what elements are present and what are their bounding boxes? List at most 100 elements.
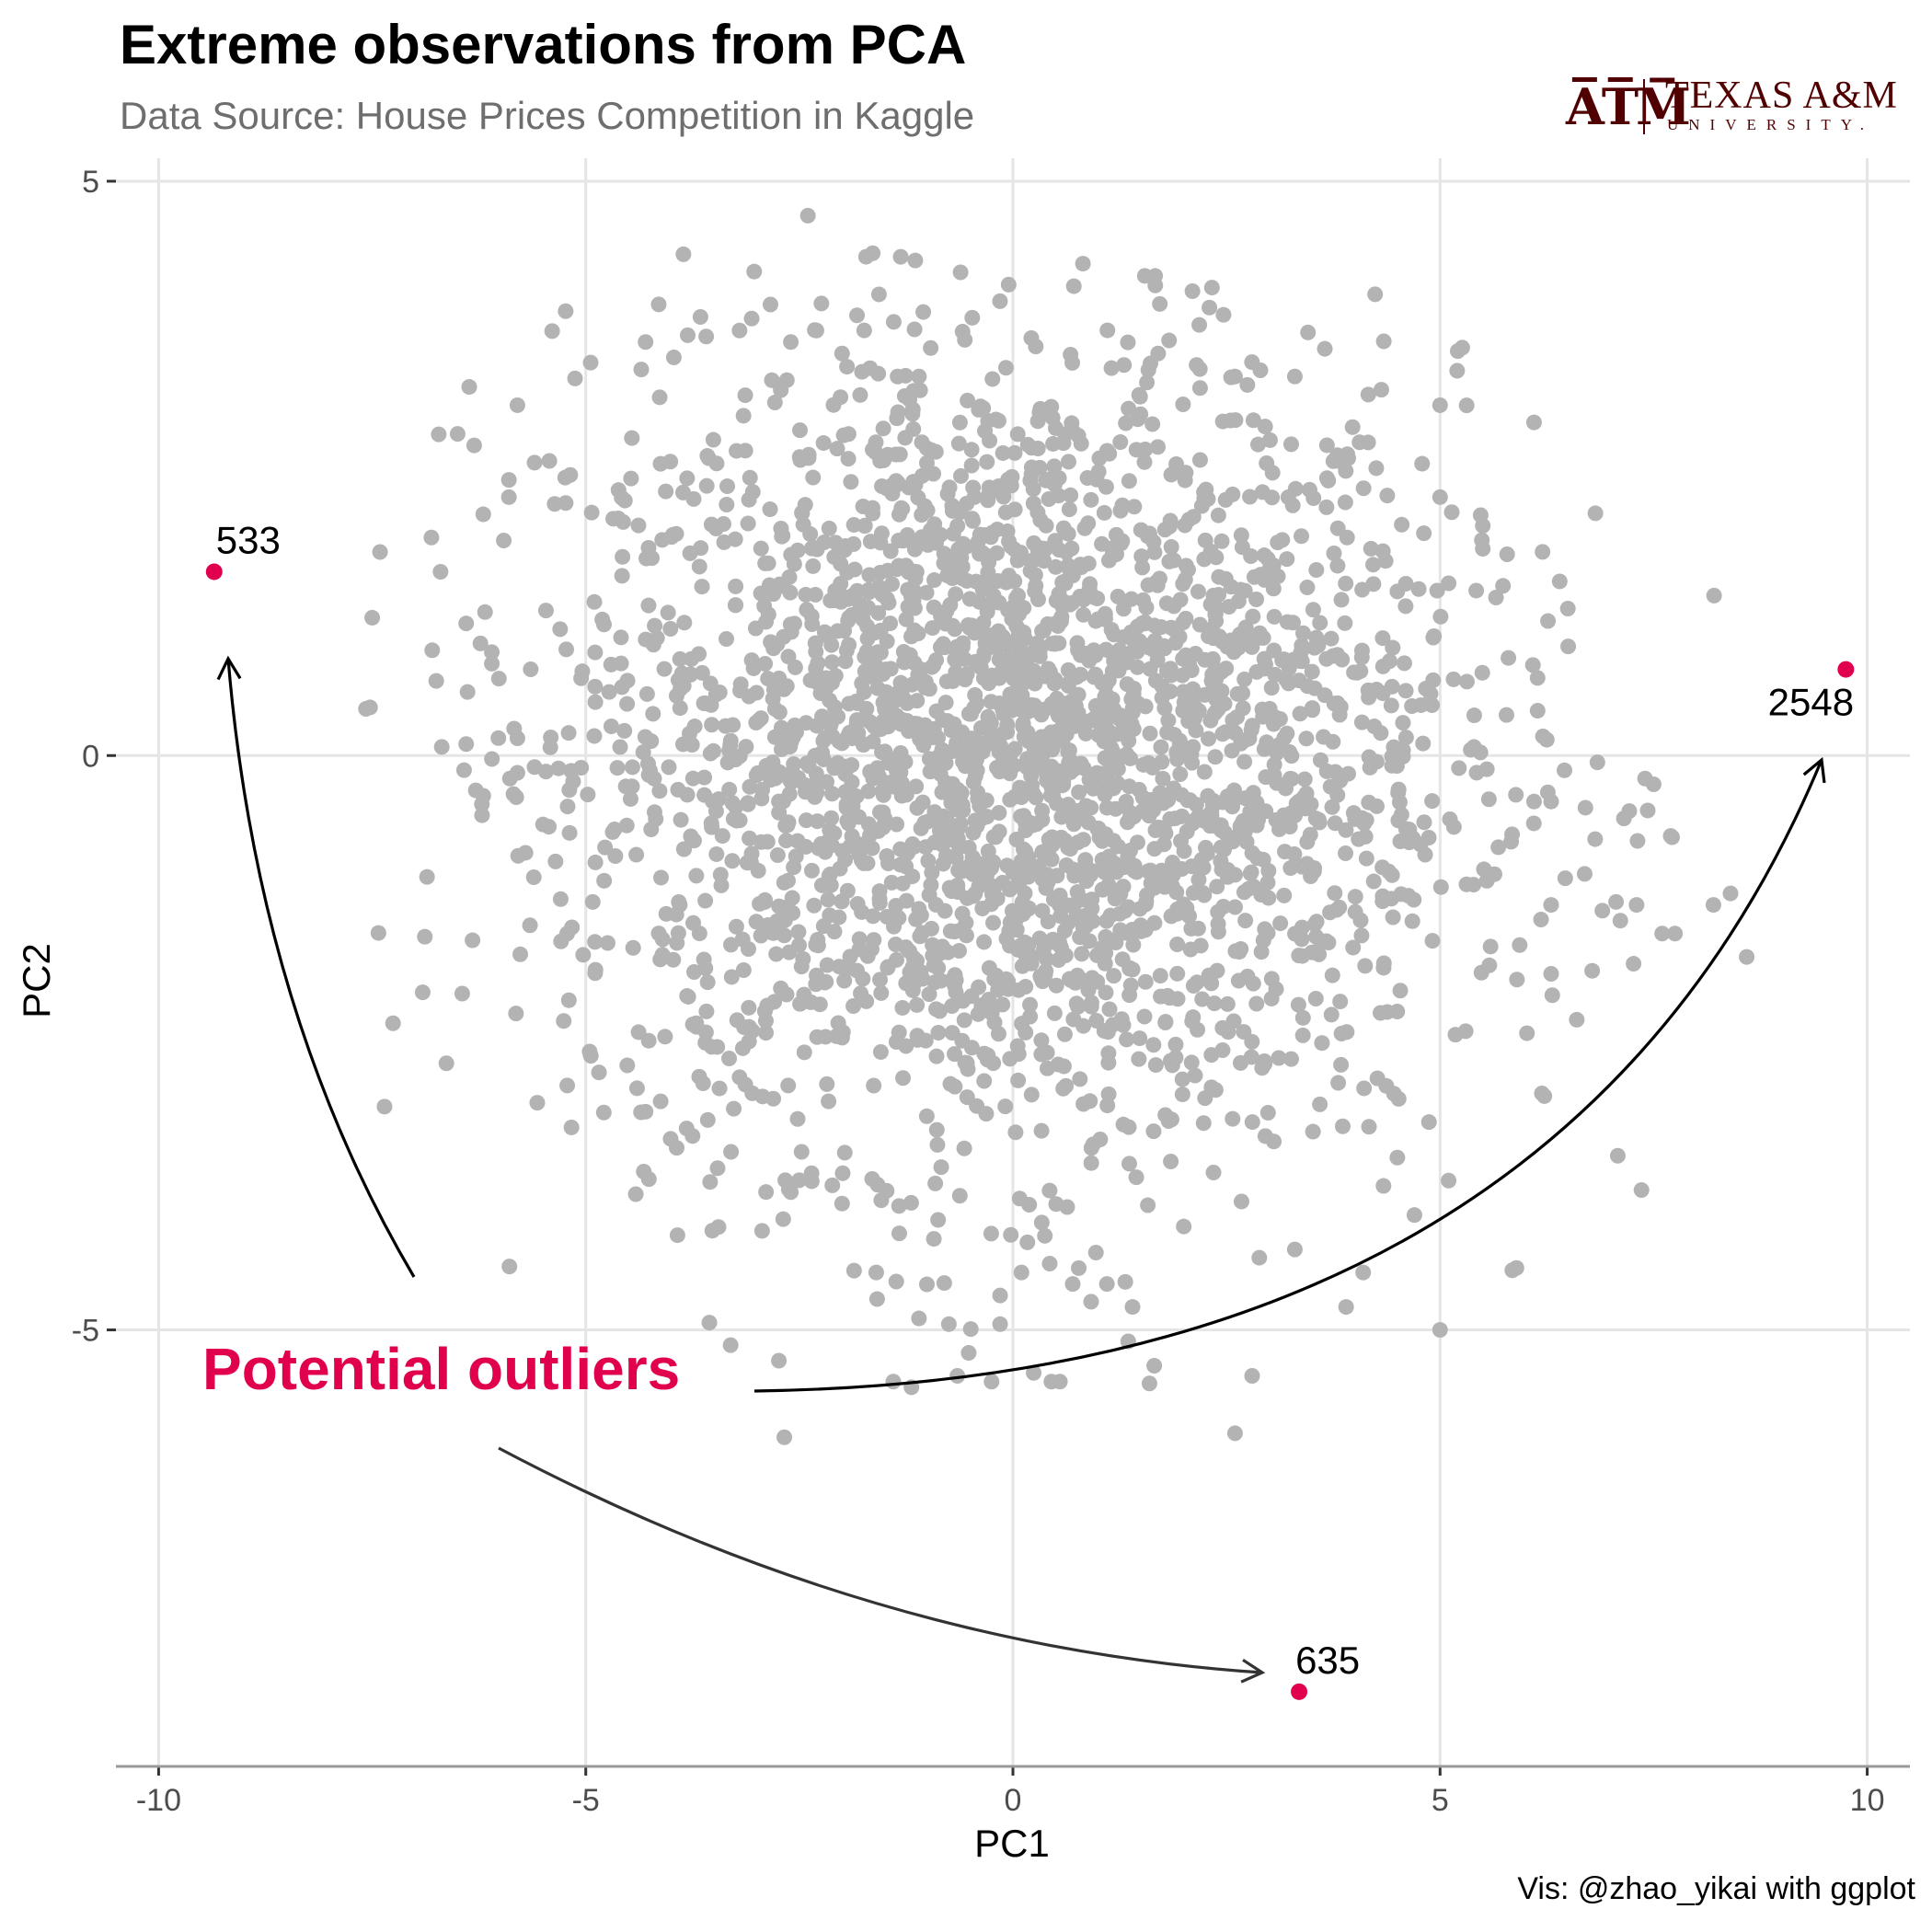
data-point	[704, 1223, 720, 1239]
data-point	[882, 615, 899, 632]
data-point	[1145, 1037, 1162, 1053]
data-point	[1001, 923, 1018, 939]
data-point	[1291, 673, 1307, 689]
data-point	[1053, 809, 1070, 825]
data-point	[760, 555, 776, 571]
data-point	[906, 321, 923, 338]
data-point	[1190, 920, 1206, 937]
arrow-head	[216, 655, 242, 681]
data-point	[610, 510, 627, 526]
data-point	[1302, 826, 1318, 843]
data-point	[731, 1069, 748, 1086]
data-point	[617, 778, 634, 795]
data-point	[1060, 454, 1076, 470]
data-point	[948, 972, 964, 988]
data-point	[845, 997, 862, 1014]
data-point	[1131, 1051, 1147, 1067]
data-point	[1147, 673, 1164, 689]
data-point	[1072, 1071, 1088, 1087]
data-point	[868, 721, 885, 738]
data-point	[1206, 995, 1223, 1012]
data-point	[1334, 1118, 1351, 1134]
data-point	[918, 1276, 935, 1293]
data-point	[604, 823, 621, 840]
data-point	[1174, 1087, 1190, 1103]
data-point	[517, 845, 534, 861]
data-point	[954, 638, 971, 655]
data-point	[839, 812, 856, 829]
data-point	[960, 1345, 977, 1362]
data-point	[1169, 937, 1186, 953]
data-point	[458, 615, 475, 632]
data-point	[684, 650, 700, 667]
data-point	[561, 824, 578, 841]
data-point	[1271, 1050, 1287, 1066]
data-point	[1162, 1052, 1179, 1069]
data-point	[1047, 635, 1064, 651]
data-point	[670, 781, 686, 798]
outlier-label: 635	[1295, 1639, 1360, 1682]
data-point	[910, 626, 926, 642]
x-tick-label: -10	[136, 1783, 181, 1818]
data-point	[1010, 1072, 1027, 1088]
data-point	[1205, 684, 1222, 701]
data-point	[1149, 638, 1166, 654]
data-point	[1318, 437, 1335, 454]
data-point	[654, 931, 671, 948]
data-point	[1163, 539, 1179, 556]
data-point	[891, 1225, 907, 1242]
data-point	[1474, 664, 1490, 681]
data-point	[759, 997, 776, 1014]
data-point	[561, 782, 578, 799]
data-point	[839, 564, 856, 581]
data-point	[823, 810, 840, 826]
data-point	[1232, 1054, 1248, 1071]
data-point	[1347, 889, 1363, 905]
data-point	[496, 532, 512, 548]
data-point	[1190, 583, 1206, 600]
data-point	[704, 717, 720, 733]
data-point	[869, 760, 886, 776]
data-point	[840, 451, 857, 467]
data-point	[713, 877, 730, 893]
data-point	[1120, 334, 1136, 351]
data-point	[729, 443, 745, 459]
data-point	[1196, 484, 1213, 500]
data-point	[910, 667, 926, 684]
data-point	[886, 918, 903, 935]
data-point	[949, 1367, 966, 1384]
data-point	[559, 1077, 576, 1094]
data-point	[929, 757, 946, 774]
data-point	[891, 683, 908, 699]
data-point	[771, 898, 788, 914]
data-point	[841, 637, 857, 653]
data-point	[1314, 1035, 1330, 1052]
data-point	[1324, 799, 1340, 815]
data-point	[924, 864, 940, 880]
data-point	[1134, 802, 1151, 819]
data-point	[699, 448, 716, 465]
data-point	[857, 649, 873, 665]
data-point	[710, 791, 727, 808]
data-point	[701, 1315, 718, 1331]
data-point	[784, 890, 800, 906]
data-point	[1210, 507, 1226, 523]
point-cloud	[358, 207, 1755, 1445]
data-point	[1020, 937, 1037, 953]
data-point	[979, 454, 995, 470]
data-point	[820, 891, 836, 908]
data-point	[1445, 671, 1462, 687]
data-point	[879, 847, 895, 864]
data-point	[1512, 937, 1528, 953]
data-point	[768, 946, 785, 962]
data-point	[1390, 785, 1407, 801]
data-point	[1401, 834, 1418, 851]
data-point	[966, 625, 983, 641]
data-point	[776, 1429, 793, 1445]
data-point	[526, 454, 543, 471]
data-point	[1112, 922, 1129, 938]
data-point	[912, 382, 928, 398]
data-point	[1154, 689, 1170, 706]
data-point	[1141, 1375, 1157, 1392]
data-point	[823, 786, 840, 802]
